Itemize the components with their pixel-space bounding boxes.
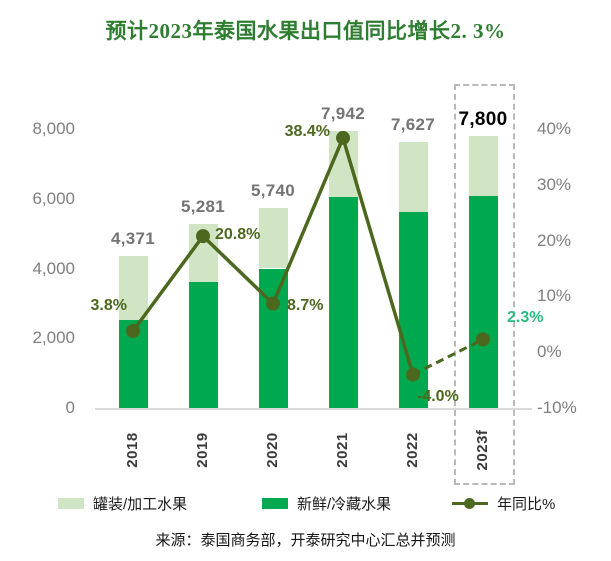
forecast-highlight-box — [454, 84, 515, 485]
bar-segment-fresh-2020 — [258, 268, 288, 408]
right-axis-tick: 30% — [537, 174, 572, 194]
bar-total-label-2020: 5,740 — [250, 180, 296, 200]
x-axis-label-2019: 2019 — [194, 432, 211, 468]
line-value-label-2021: 38.4% — [284, 122, 330, 140]
right-axis-tick: 10% — [537, 286, 572, 306]
x-axis-label-2021: 2021 — [334, 432, 351, 468]
bar-segment-canned-2020 — [258, 207, 288, 269]
bar-segment-canned-2019 — [188, 223, 218, 283]
right-axis-tick: -10% — [537, 398, 577, 417]
bar-segment-fresh-2021 — [328, 197, 358, 408]
y-axis-tick: 4,000 — [32, 258, 75, 278]
chart-title: 预计2023年泰国水果出口值同比增长2. 3% — [105, 19, 506, 43]
legend-item-label: 年同比% — [497, 495, 556, 513]
bar-total-label-2023f: 7,800 — [458, 108, 508, 130]
right-axis-tick: 20% — [537, 230, 572, 250]
bar-segment-canned-2023f — [468, 135, 498, 197]
bar-segment-fresh-2023f — [468, 196, 498, 408]
x-axis-label-2018: 2018 — [124, 432, 141, 468]
bar-segment-canned-2022 — [398, 142, 428, 212]
bar-total-label-2018: 4,371 — [110, 228, 156, 248]
legend-item-label: 罐装/加工水果 — [93, 495, 188, 513]
line-value-label-2019: 20.8% — [215, 226, 261, 244]
bar-segment-fresh-2018 — [118, 319, 148, 408]
line-value-label-2020: 8.7% — [287, 296, 324, 314]
y-axis-tick: 8,000 — [32, 119, 75, 138]
right-axis-tick: 0% — [537, 342, 562, 362]
line-value-label-2023f: 2.3% — [507, 309, 544, 327]
legend-item-label: 新鲜/冷藏水果 — [297, 495, 392, 513]
line-value-label-2018: 3.8% — [90, 296, 127, 314]
bar-total-label-2022: 7,627 — [390, 115, 436, 134]
y-axis-tick: 0 — [65, 398, 75, 417]
bar-total-label-2021: 7,942 — [320, 104, 366, 124]
fresh-swatch-icon — [262, 497, 288, 509]
y-axis-tick: 2,000 — [32, 328, 75, 348]
line-value-label-2022: -4.0% — [417, 387, 459, 405]
canned-swatch-icon — [58, 497, 84, 509]
bar-segment-fresh-2019 — [188, 282, 218, 408]
right-axis-tick: 40% — [537, 119, 572, 138]
legend-item-canned: 罐装/加工水果 — [58, 491, 187, 515]
y-axis-tick: 6,000 — [32, 188, 75, 208]
bar-segment-canned-2021 — [328, 131, 358, 197]
legend: 罐装/加工水果 新鲜/冷藏水果 年同比% — [0, 491, 611, 517]
x-axis-label-2022: 2022 — [404, 432, 421, 468]
legend-item-fresh: 新鲜/冷藏水果 — [262, 491, 391, 515]
x-axis-label-2023f: 2023f — [474, 429, 491, 471]
bar-segment-fresh-2022 — [398, 212, 428, 408]
source-note: 来源：泰国商务部，开泰研究中心汇总并预测 — [155, 532, 456, 549]
x-axis-label-2020: 2020 — [264, 432, 281, 468]
x-axis-line — [95, 408, 532, 410]
legend-item-yoy: 年同比% — [452, 491, 555, 515]
line-marker-icon — [452, 497, 488, 510]
